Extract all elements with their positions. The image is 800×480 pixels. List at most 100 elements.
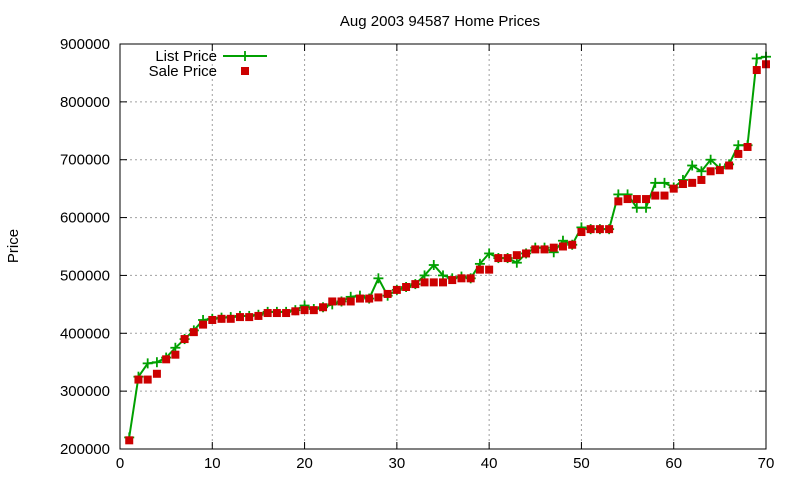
legend-marker-sale-price [241, 67, 249, 75]
sale-price-point [669, 184, 678, 193]
sale-price-point [319, 303, 328, 312]
x-tick-label: 60 [665, 455, 682, 472]
y-tick-label: 600000 [60, 210, 110, 227]
x-tick-label: 10 [204, 455, 221, 472]
sale-price-point [226, 314, 235, 323]
sale-price-point [457, 274, 466, 283]
sale-price-point [235, 313, 244, 322]
sale-price-point [189, 328, 198, 337]
sale-price-point [402, 283, 411, 291]
x-tick-label: 40 [481, 455, 498, 472]
sale-price-point [337, 297, 346, 306]
sale-price-point [282, 309, 291, 318]
sale-price-point [300, 306, 309, 315]
sale-price-point [651, 191, 660, 200]
axis-ticks: 0 10 20 30 40 50 60 70 200000 300000 400000 500000 6… [60, 36, 774, 472]
y-tick-label: 700000 [60, 152, 110, 169]
y-tick-label: 400000 [60, 325, 110, 342]
sale-price-point [263, 309, 272, 318]
sale-price-point [171, 350, 180, 359]
sale-price-point [595, 225, 604, 234]
sale-price-point [208, 315, 217, 324]
sale-price-point [522, 249, 531, 258]
sale-price-point [448, 276, 457, 285]
sale-price-point [494, 254, 503, 263]
list-price-point [733, 140, 744, 151]
y-tick-label: 300000 [60, 383, 110, 400]
list-price-point [151, 357, 162, 368]
sale-price-point [199, 320, 208, 329]
sale-price-point [623, 195, 632, 204]
sale-price-point [254, 311, 263, 320]
sale-price-point [374, 293, 383, 302]
x-tick-label: 20 [296, 455, 313, 472]
sale-price-point [125, 436, 134, 445]
list-price-point [650, 177, 661, 188]
x-tick-label: 70 [758, 455, 775, 472]
legend-marker-list-price [240, 51, 250, 61]
sale-price-point [558, 242, 567, 251]
legend-label-sale-price: Sale Price [149, 63, 217, 80]
sale-price-point [540, 245, 549, 254]
list-price-point [696, 166, 707, 177]
sale-price-point [272, 309, 281, 318]
sale-price-point [439, 278, 447, 287]
sale-price-point [568, 240, 577, 249]
sale-price-point [134, 375, 143, 384]
sale-price-point [152, 369, 161, 378]
sale-price-point [743, 142, 752, 151]
list-price-point [641, 202, 652, 213]
sale-price-point [688, 178, 697, 187]
sale-price-point [660, 191, 669, 200]
sale-price-point [392, 285, 401, 294]
sale-price-point [706, 167, 715, 176]
list-price-point [687, 160, 698, 171]
list-price-point [751, 53, 762, 64]
legend-label-list-price: List Price [155, 48, 217, 65]
sale-price-point [614, 197, 623, 206]
sale-price-point [309, 306, 318, 315]
sale-price-point [245, 313, 254, 322]
sale-price-point [503, 254, 512, 263]
y-tick-label: 800000 [60, 94, 110, 111]
sale-price-point [180, 335, 189, 344]
sale-price-point [420, 278, 429, 287]
grid-lines [120, 44, 766, 449]
list-price-point [705, 154, 716, 165]
x-tick-label: 30 [389, 455, 406, 472]
y-tick-label: 900000 [60, 36, 110, 53]
series-layer [124, 51, 771, 445]
sale-price-point [466, 274, 475, 283]
sale-price-point [411, 280, 420, 289]
legend: List Price Sale Price [149, 48, 267, 80]
sale-price-point [577, 228, 586, 237]
sale-price-point [383, 289, 392, 298]
sale-price-point [678, 180, 687, 189]
sale-price-point [531, 245, 540, 254]
sale-price-point [734, 149, 743, 158]
x-tick-label: 50 [573, 455, 590, 472]
list-price-point [631, 202, 642, 213]
sale-price-point [586, 225, 595, 234]
sale-price-point [291, 307, 300, 316]
sale-price-point [346, 297, 355, 306]
y-tick-label: 200000 [60, 441, 110, 458]
sale-price-point [549, 243, 558, 252]
series-line-list-price [128, 55, 767, 438]
sale-price-point [365, 294, 374, 303]
sale-price-point [512, 251, 521, 260]
list-price-point [659, 177, 670, 188]
plot-frame [119, 43, 767, 450]
sale-price-point [162, 355, 171, 364]
list-price-point [511, 257, 522, 268]
sale-price-point [715, 166, 724, 175]
sale-price-point [143, 375, 152, 384]
sale-price-point [697, 175, 706, 184]
sale-price-point [725, 161, 734, 170]
sale-price-point [328, 297, 337, 306]
list-price-point [142, 358, 153, 369]
x-tick-label: 0 [116, 455, 124, 472]
y-axis-label: Price [5, 229, 22, 263]
sale-price-point [355, 294, 364, 303]
sale-price-point [429, 278, 438, 287]
